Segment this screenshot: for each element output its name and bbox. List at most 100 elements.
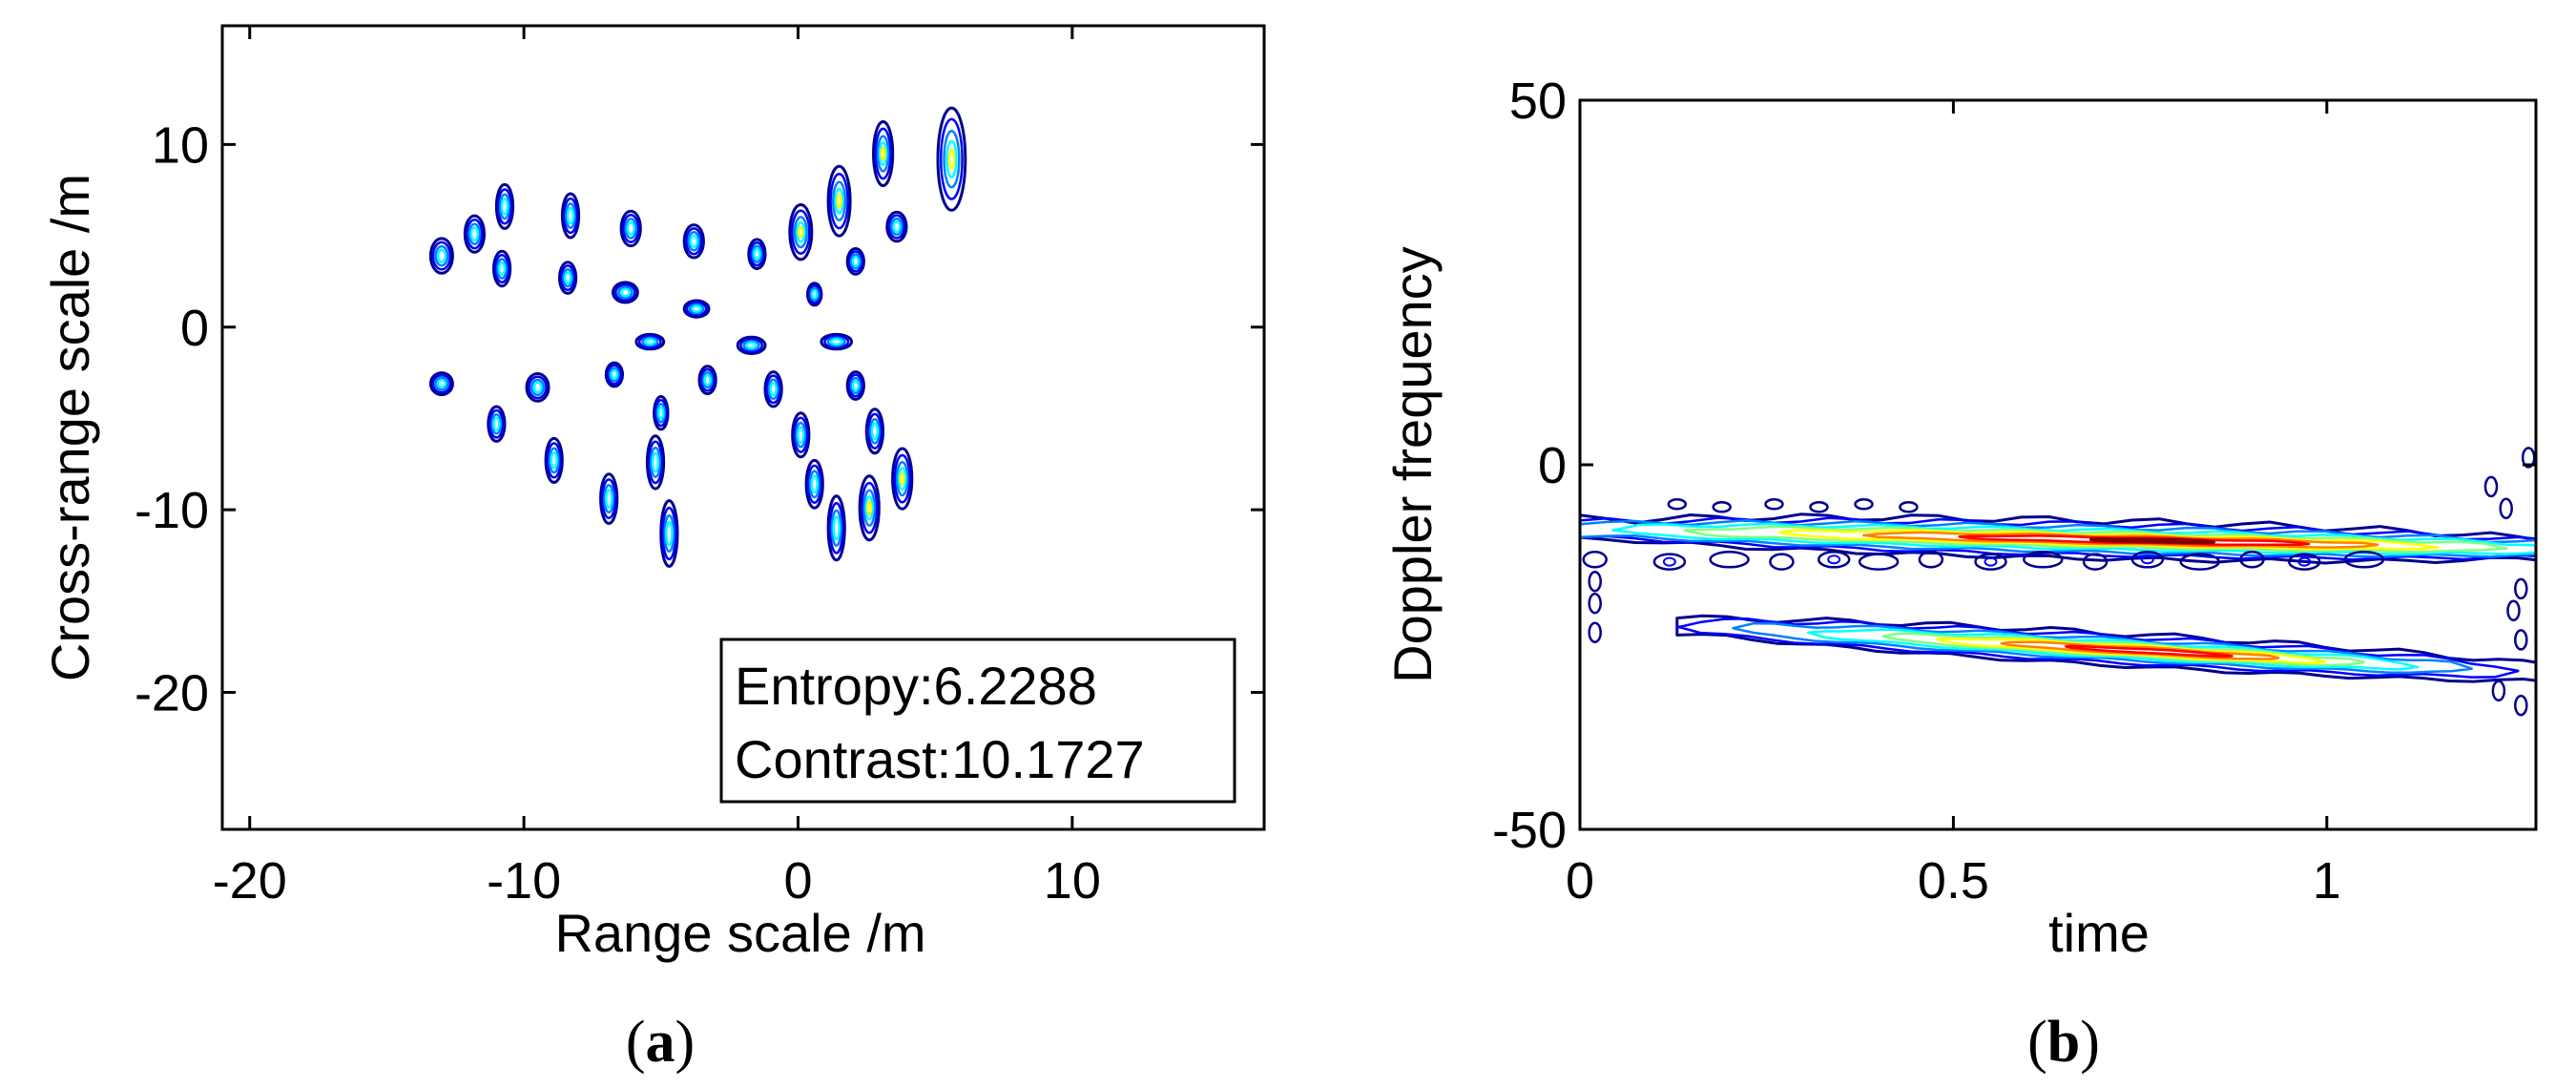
scatterer-25-contour-3 bbox=[548, 447, 560, 474]
scatterer-2-contour-3 bbox=[467, 222, 482, 245]
scatterer-34 bbox=[804, 458, 824, 510]
tf-sidelobe-12 bbox=[2179, 553, 2220, 571]
scatterer-31-contour-1 bbox=[697, 365, 717, 396]
scatterer-31 bbox=[697, 365, 717, 396]
panel-label-b: (b) bbox=[2027, 1010, 2100, 1075]
scatterer-5-contour-1 bbox=[560, 192, 581, 240]
tf-component-1-level-6 bbox=[1778, 529, 2440, 551]
scatterer-10-contour-1 bbox=[682, 299, 711, 319]
a-xtick-label-1: -20 bbox=[213, 852, 287, 910]
contrast-text: Contrast:10.1727 bbox=[735, 729, 1145, 789]
tf-sidelobe-above-1 bbox=[1667, 498, 1688, 511]
a-ticks: -20 -10 0 10 10 0 -10 -20 bbox=[135, 26, 1264, 910]
scatterer-35 bbox=[826, 494, 846, 562]
scatterer-2-contour-2 bbox=[466, 219, 484, 250]
scatterer-26-contour-3 bbox=[608, 366, 620, 383]
scatterer-33-contour-4 bbox=[797, 426, 805, 444]
b-xtick-label-2: 0.5 bbox=[1918, 852, 1989, 910]
scatterer-27-contour-3 bbox=[603, 484, 615, 514]
scatterer-38-contour-5 bbox=[866, 500, 873, 515]
tf-sidelobe-inner-11 bbox=[2140, 554, 2154, 565]
scatterer-29 bbox=[645, 434, 666, 491]
scatterer-15-contour-2 bbox=[847, 250, 863, 273]
tf-sidelobe-inner-5 bbox=[1827, 554, 1841, 565]
scatterer-28-contour-3 bbox=[655, 402, 667, 424]
tf-sidelobe-inner-8 bbox=[1984, 556, 1998, 567]
scatterer-6 bbox=[558, 261, 578, 295]
scatterer-12-contour-2 bbox=[791, 209, 811, 255]
scatterer-33-contour-2 bbox=[793, 416, 809, 453]
scatterer-13-contour-4 bbox=[810, 289, 819, 300]
scatterer-26 bbox=[604, 361, 625, 388]
scatterer-15-contour-4 bbox=[851, 255, 861, 267]
scatterer-33-contour-1 bbox=[791, 411, 811, 459]
scatterer-19-contour-3 bbox=[641, 336, 659, 347]
tf-sidelobe-5 bbox=[1817, 551, 1851, 569]
tf-component-2-level-8 bbox=[2065, 644, 2233, 659]
scatterer-7-contour-1 bbox=[619, 209, 642, 248]
scatterer-18 bbox=[936, 106, 967, 212]
tf-sidelobe-10 bbox=[2082, 553, 2109, 571]
scatterer-1 bbox=[428, 237, 454, 275]
scatterer-19-contour-4 bbox=[644, 338, 656, 346]
scatterer-21-contour-4 bbox=[829, 338, 843, 346]
scatterer-3-contour-1 bbox=[494, 182, 515, 230]
tf-sidelobe-above-2 bbox=[1712, 501, 1732, 513]
a-xtick-label-4: 10 bbox=[1044, 852, 1101, 910]
a-ytick-label-1: 10 bbox=[152, 116, 209, 174]
panel-label-a: (a) bbox=[626, 1010, 695, 1075]
scatterer-20-contour-2 bbox=[739, 337, 764, 353]
scatterer-5-contour-2 bbox=[563, 197, 578, 235]
scatterer-22-contour-1 bbox=[428, 371, 454, 397]
tf-component-2-level-7 bbox=[2000, 640, 2280, 660]
tf-sidelobe-1 bbox=[1582, 551, 1608, 569]
panel-label-a-letter: a bbox=[646, 1010, 675, 1075]
a-x-axis-label: Range scale /m bbox=[554, 903, 925, 963]
scatterer-14 bbox=[826, 164, 852, 238]
scatterer-14-contour-4 bbox=[834, 187, 844, 215]
scatterer-22-contour-2 bbox=[431, 373, 452, 394]
scatterer-7-contour-3 bbox=[624, 218, 637, 240]
tf-sidelobe-above-3 bbox=[1764, 498, 1784, 511]
scatterer-17-contour-1 bbox=[885, 210, 908, 243]
scatterer-9 bbox=[682, 223, 705, 260]
scatterer-14-contour-3 bbox=[832, 180, 847, 221]
tf-sidelobe-9 bbox=[2023, 551, 2064, 569]
scatterer-11-contour-1 bbox=[747, 238, 767, 271]
scatterer-17-contour-3 bbox=[890, 217, 904, 237]
tf-sidelobe-6 bbox=[1858, 553, 1900, 571]
scatterer-25-contour-2 bbox=[546, 442, 562, 479]
scatterer-26-contour-2 bbox=[606, 364, 622, 386]
scatterer-34-contour-3 bbox=[808, 470, 821, 499]
scatterer-21-contour-3 bbox=[826, 336, 846, 347]
tf-component-1-level-2 bbox=[1580, 516, 2536, 561]
scatterer-4-contour-3 bbox=[496, 258, 509, 280]
scatterer-6-contour-1 bbox=[558, 261, 578, 295]
scatterer-19-contour-1 bbox=[634, 332, 666, 351]
scatterer-35-contour-4 bbox=[832, 515, 841, 541]
tf-sidelobe-15 bbox=[2343, 551, 2385, 569]
scatterer-36-contour-4 bbox=[851, 379, 861, 392]
scatterer-28 bbox=[653, 395, 670, 431]
scatterer-23-contour-2 bbox=[488, 408, 505, 439]
entropy-text: Entropy:6.2288 bbox=[735, 656, 1097, 716]
scatterer-6-contour-3 bbox=[562, 267, 574, 288]
b-ytick-label-3: -50 bbox=[1492, 802, 1567, 859]
scatterer-7-contour-4 bbox=[626, 220, 635, 237]
panel-label-b-close: ) bbox=[2080, 1010, 2100, 1075]
scatterer-12-contour-3 bbox=[793, 216, 808, 249]
scatterer-24 bbox=[525, 372, 551, 403]
scatterer-23-contour-1 bbox=[487, 405, 507, 443]
scatterer-39-contour-1 bbox=[891, 447, 914, 511]
scatterer-19 bbox=[634, 332, 666, 351]
scatterer-17 bbox=[885, 210, 908, 243]
scatterer-16-contour-5 bbox=[880, 146, 886, 161]
scatterer-15-contour-1 bbox=[845, 247, 865, 276]
tf-sidelobe-inner-14 bbox=[2297, 556, 2312, 567]
scatterer-39 bbox=[891, 447, 914, 511]
tf-sidelobe-above-4 bbox=[1809, 501, 1829, 513]
scatterer-33 bbox=[791, 411, 811, 459]
scatterer-28-contour-4 bbox=[657, 406, 665, 420]
scatterer-32-contour-3 bbox=[767, 378, 779, 401]
